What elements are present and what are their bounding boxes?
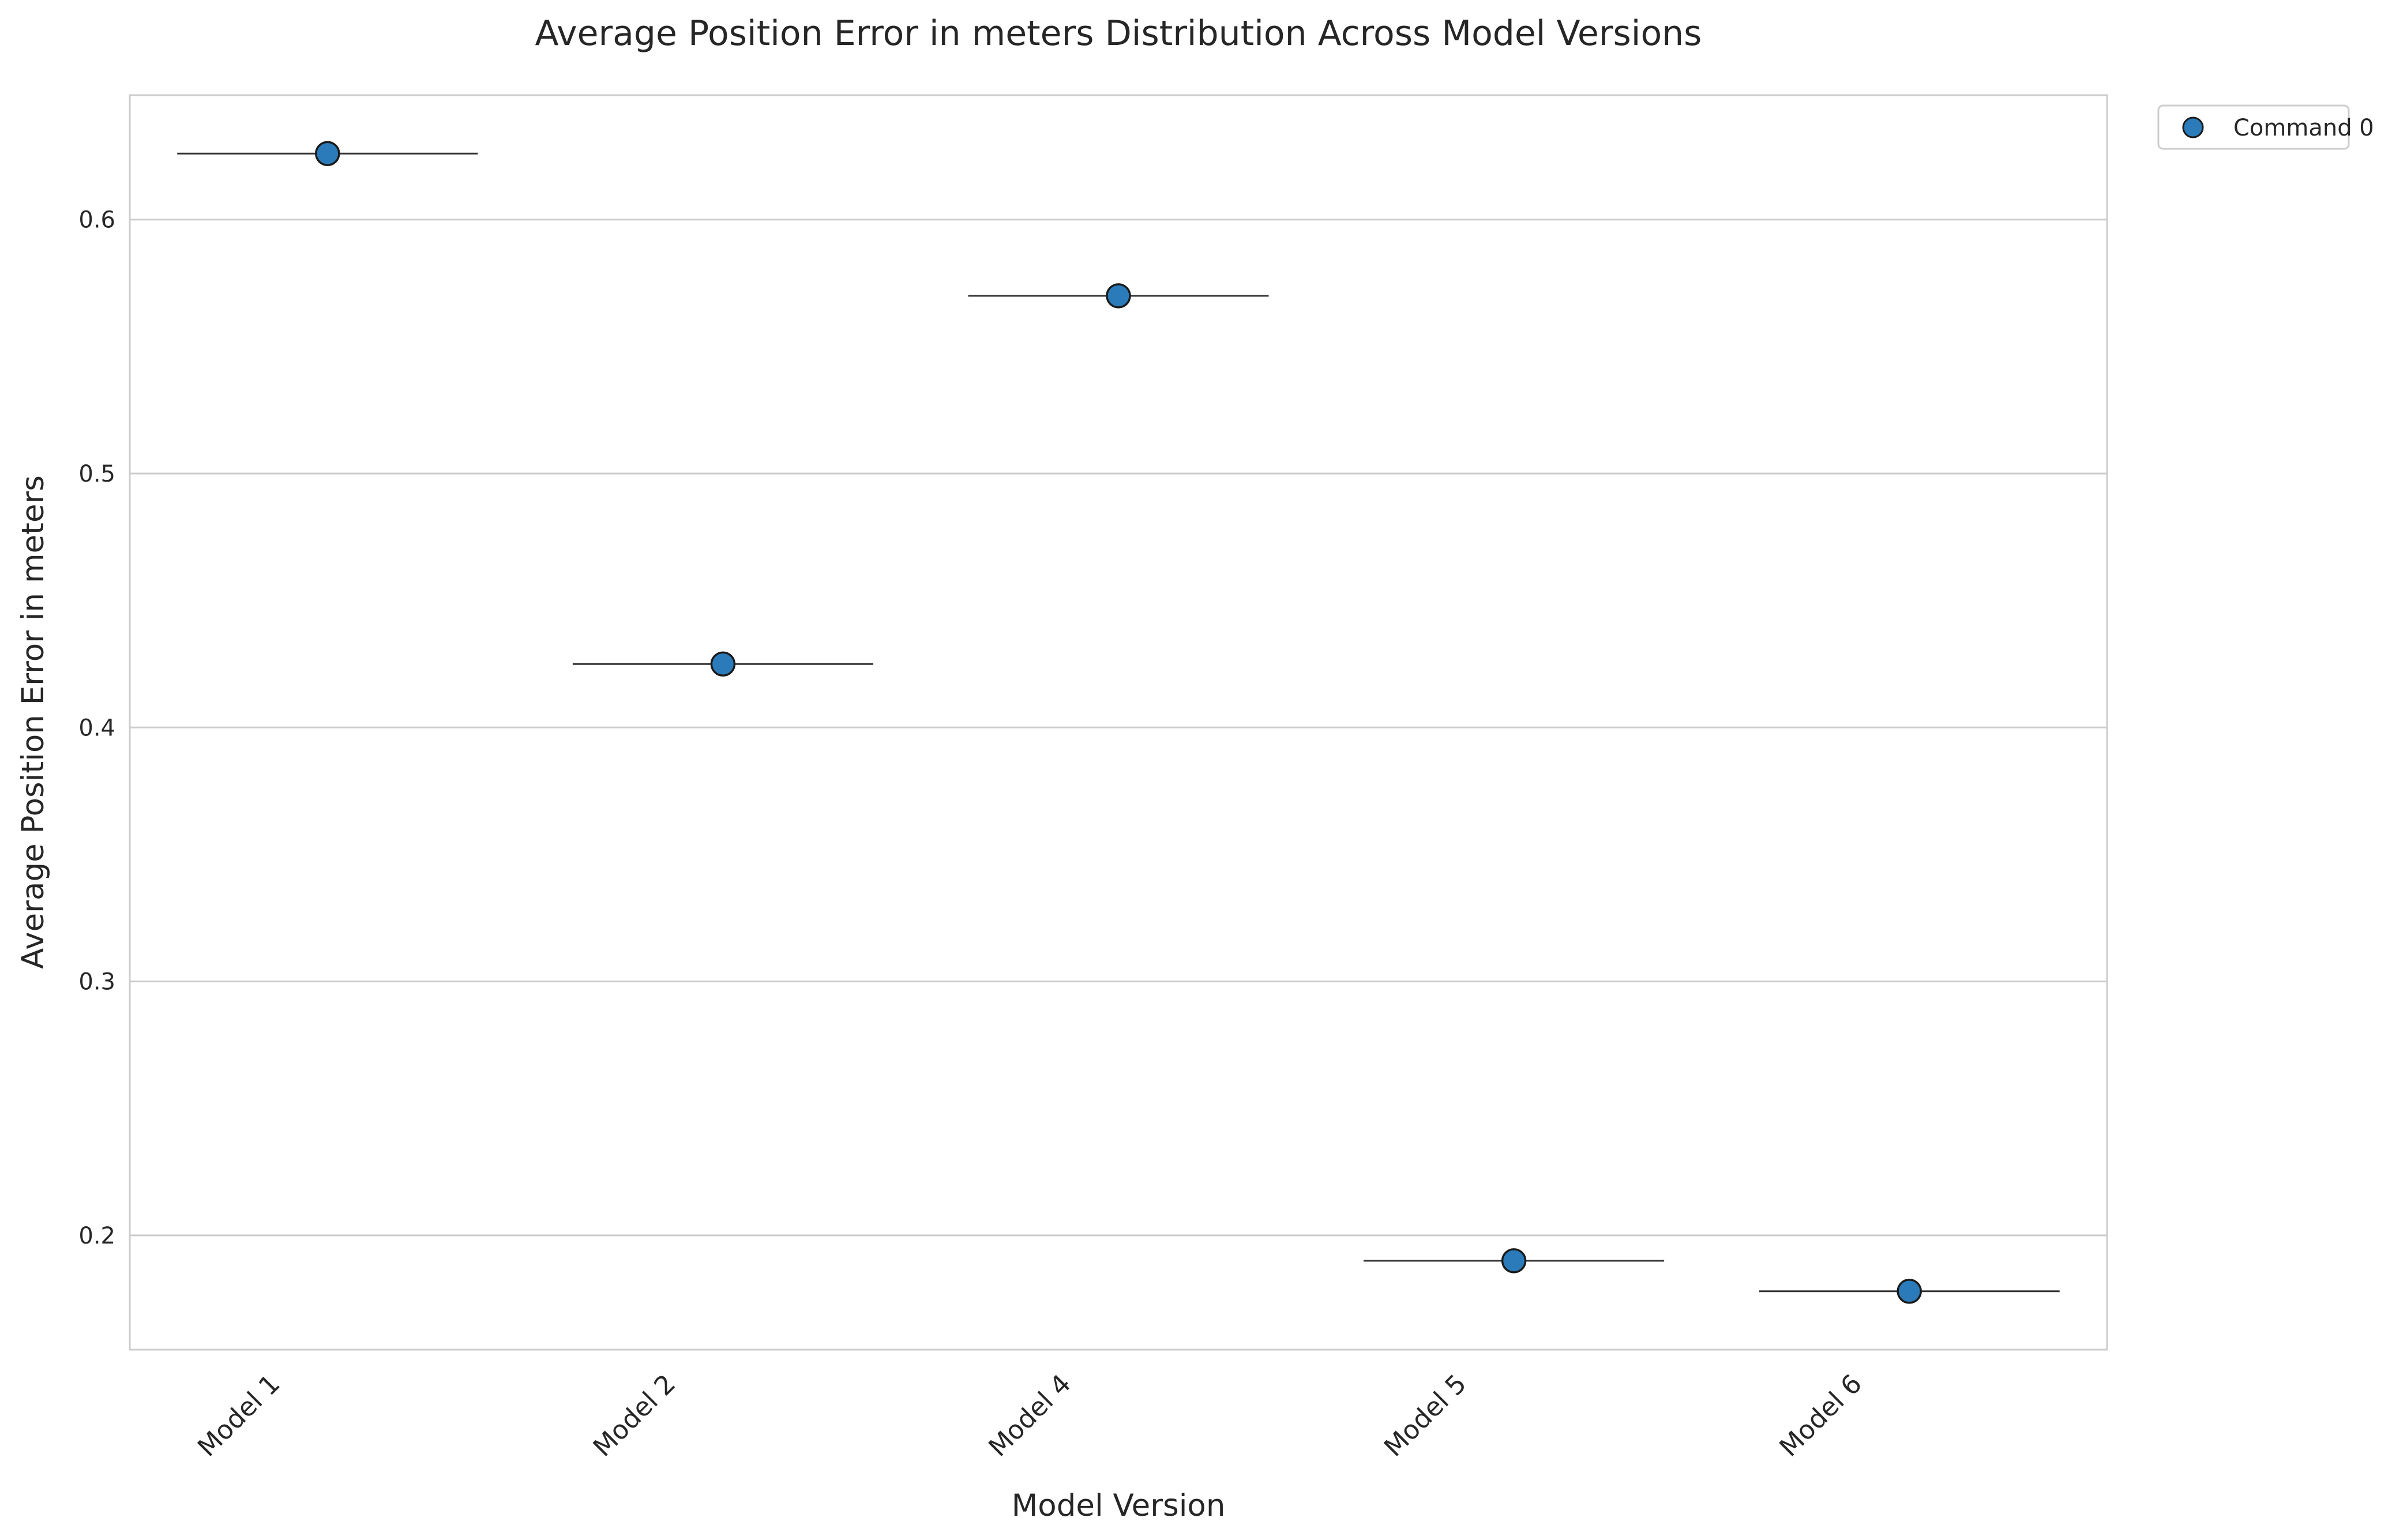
legend-box (2157, 104, 2350, 150)
chart-title: Average Position Error in meters Distrib… (535, 13, 1702, 54)
y-tick-label: 0.3 (78, 969, 115, 996)
data-point (710, 651, 736, 677)
data-point (1106, 283, 1131, 309)
legend: Command 0 (2157, 104, 2374, 150)
y-tick-label: 0.6 (78, 207, 115, 234)
data-point (1897, 1278, 1922, 1304)
y-tick-label: 0.4 (78, 715, 115, 741)
plot-frame (129, 94, 2108, 1351)
grid-layer (130, 219, 2107, 1237)
y-tick-label: 0.5 (78, 461, 115, 487)
legend-label: Command 0 (2233, 115, 2374, 141)
x-axis-label: Model Version (1012, 1488, 1226, 1523)
data-point (1501, 1248, 1527, 1274)
legend-marker (2182, 117, 2204, 138)
y-axis-label: Average Position Error in meters (16, 475, 51, 969)
data-point (315, 141, 340, 167)
marks-layer (177, 141, 2060, 1304)
y-tick-label: 0.2 (78, 1223, 115, 1249)
y-tick-labels: 0.2 0.3 0.4 0.5 0.6 (78, 207, 115, 1249)
